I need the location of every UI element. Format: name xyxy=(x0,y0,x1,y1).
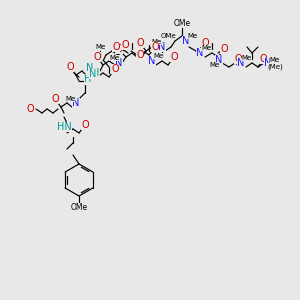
Text: O: O xyxy=(170,52,178,62)
Text: H: H xyxy=(92,68,100,78)
Text: H: H xyxy=(84,74,92,84)
Text: N: N xyxy=(158,42,166,52)
Text: O: O xyxy=(234,54,242,64)
Text: N: N xyxy=(115,58,123,68)
Text: O: O xyxy=(115,44,123,54)
Text: O: O xyxy=(51,94,59,104)
Text: Me: Me xyxy=(187,33,197,39)
Text: Me: Me xyxy=(209,62,219,68)
Text: HN: HN xyxy=(57,122,71,132)
Text: N: N xyxy=(237,58,245,68)
Text: O: O xyxy=(151,42,159,52)
Text: Me: Me xyxy=(152,39,162,45)
Text: O: O xyxy=(93,52,101,62)
Text: O: O xyxy=(26,104,34,114)
Text: Me: Me xyxy=(201,45,211,51)
Text: O: O xyxy=(111,64,119,74)
Text: O: O xyxy=(201,38,209,48)
Text: O: O xyxy=(220,44,228,54)
Text: OMe: OMe xyxy=(173,19,190,28)
Text: Me: Me xyxy=(270,57,280,63)
Text: O: O xyxy=(66,62,74,72)
Text: O: O xyxy=(259,54,267,64)
Text: Me: Me xyxy=(95,44,105,50)
Text: N: N xyxy=(72,98,80,108)
Text: Me: Me xyxy=(109,55,119,61)
Text: Me: Me xyxy=(153,53,163,59)
Text: N: N xyxy=(196,48,204,58)
Text: Me: Me xyxy=(65,96,75,102)
Text: N: N xyxy=(264,58,272,68)
Text: OMe: OMe xyxy=(160,33,176,39)
Text: O: O xyxy=(112,42,120,52)
Text: N: N xyxy=(148,56,156,66)
Text: Me: Me xyxy=(242,55,252,61)
Text: N: N xyxy=(182,36,190,46)
Text: O: O xyxy=(121,40,129,50)
Text: (Me): (Me) xyxy=(267,64,283,70)
Text: OMe: OMe xyxy=(70,203,88,212)
Text: N: N xyxy=(215,55,223,65)
Text: N: N xyxy=(86,63,94,73)
Text: O: O xyxy=(81,120,89,130)
Text: O: O xyxy=(136,50,144,60)
Text: N: N xyxy=(89,69,97,79)
Text: O: O xyxy=(136,38,144,48)
